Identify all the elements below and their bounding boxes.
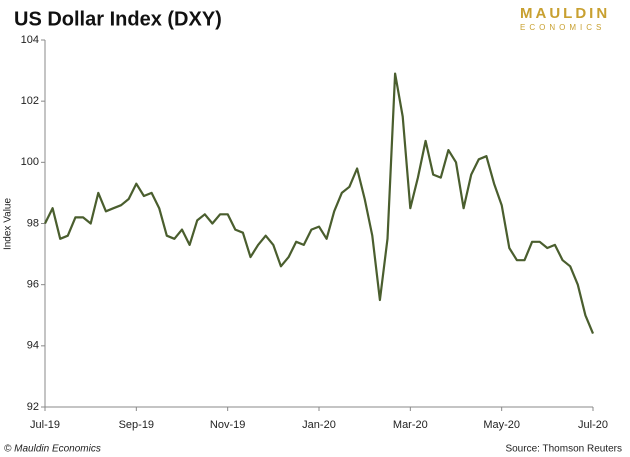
logo: ECONOMICS — [520, 23, 605, 32]
copyright: © Mauldin Economics — [4, 444, 101, 455]
x-tick-label: May-20 — [483, 419, 520, 431]
y-tick-label: 104 — [21, 34, 39, 46]
x-tick-label: Jan-20 — [302, 419, 336, 431]
x-tick-label: Mar-20 — [393, 419, 428, 431]
y-tick-label: 100 — [21, 156, 39, 168]
y-axis-label: Index Value — [3, 198, 14, 251]
source: Source: Thomson Reuters — [505, 444, 622, 455]
y-tick-label: 94 — [27, 340, 39, 352]
y-tick-label: 102 — [21, 95, 39, 107]
y-tick-label: 98 — [27, 217, 39, 229]
x-tick-label: Nov-19 — [210, 419, 245, 431]
x-tick-label: Jul-20 — [578, 419, 608, 431]
y-tick-label: 96 — [27, 279, 39, 291]
x-tick-label: Sep-19 — [119, 419, 154, 431]
logo: MAULDIN — [520, 5, 610, 22]
chart-title: US Dollar Index (DXY) — [14, 8, 222, 30]
x-tick-label: Jul-19 — [30, 419, 60, 431]
data-line — [44, 72, 595, 335]
y-tick-label: 92 — [27, 401, 39, 413]
